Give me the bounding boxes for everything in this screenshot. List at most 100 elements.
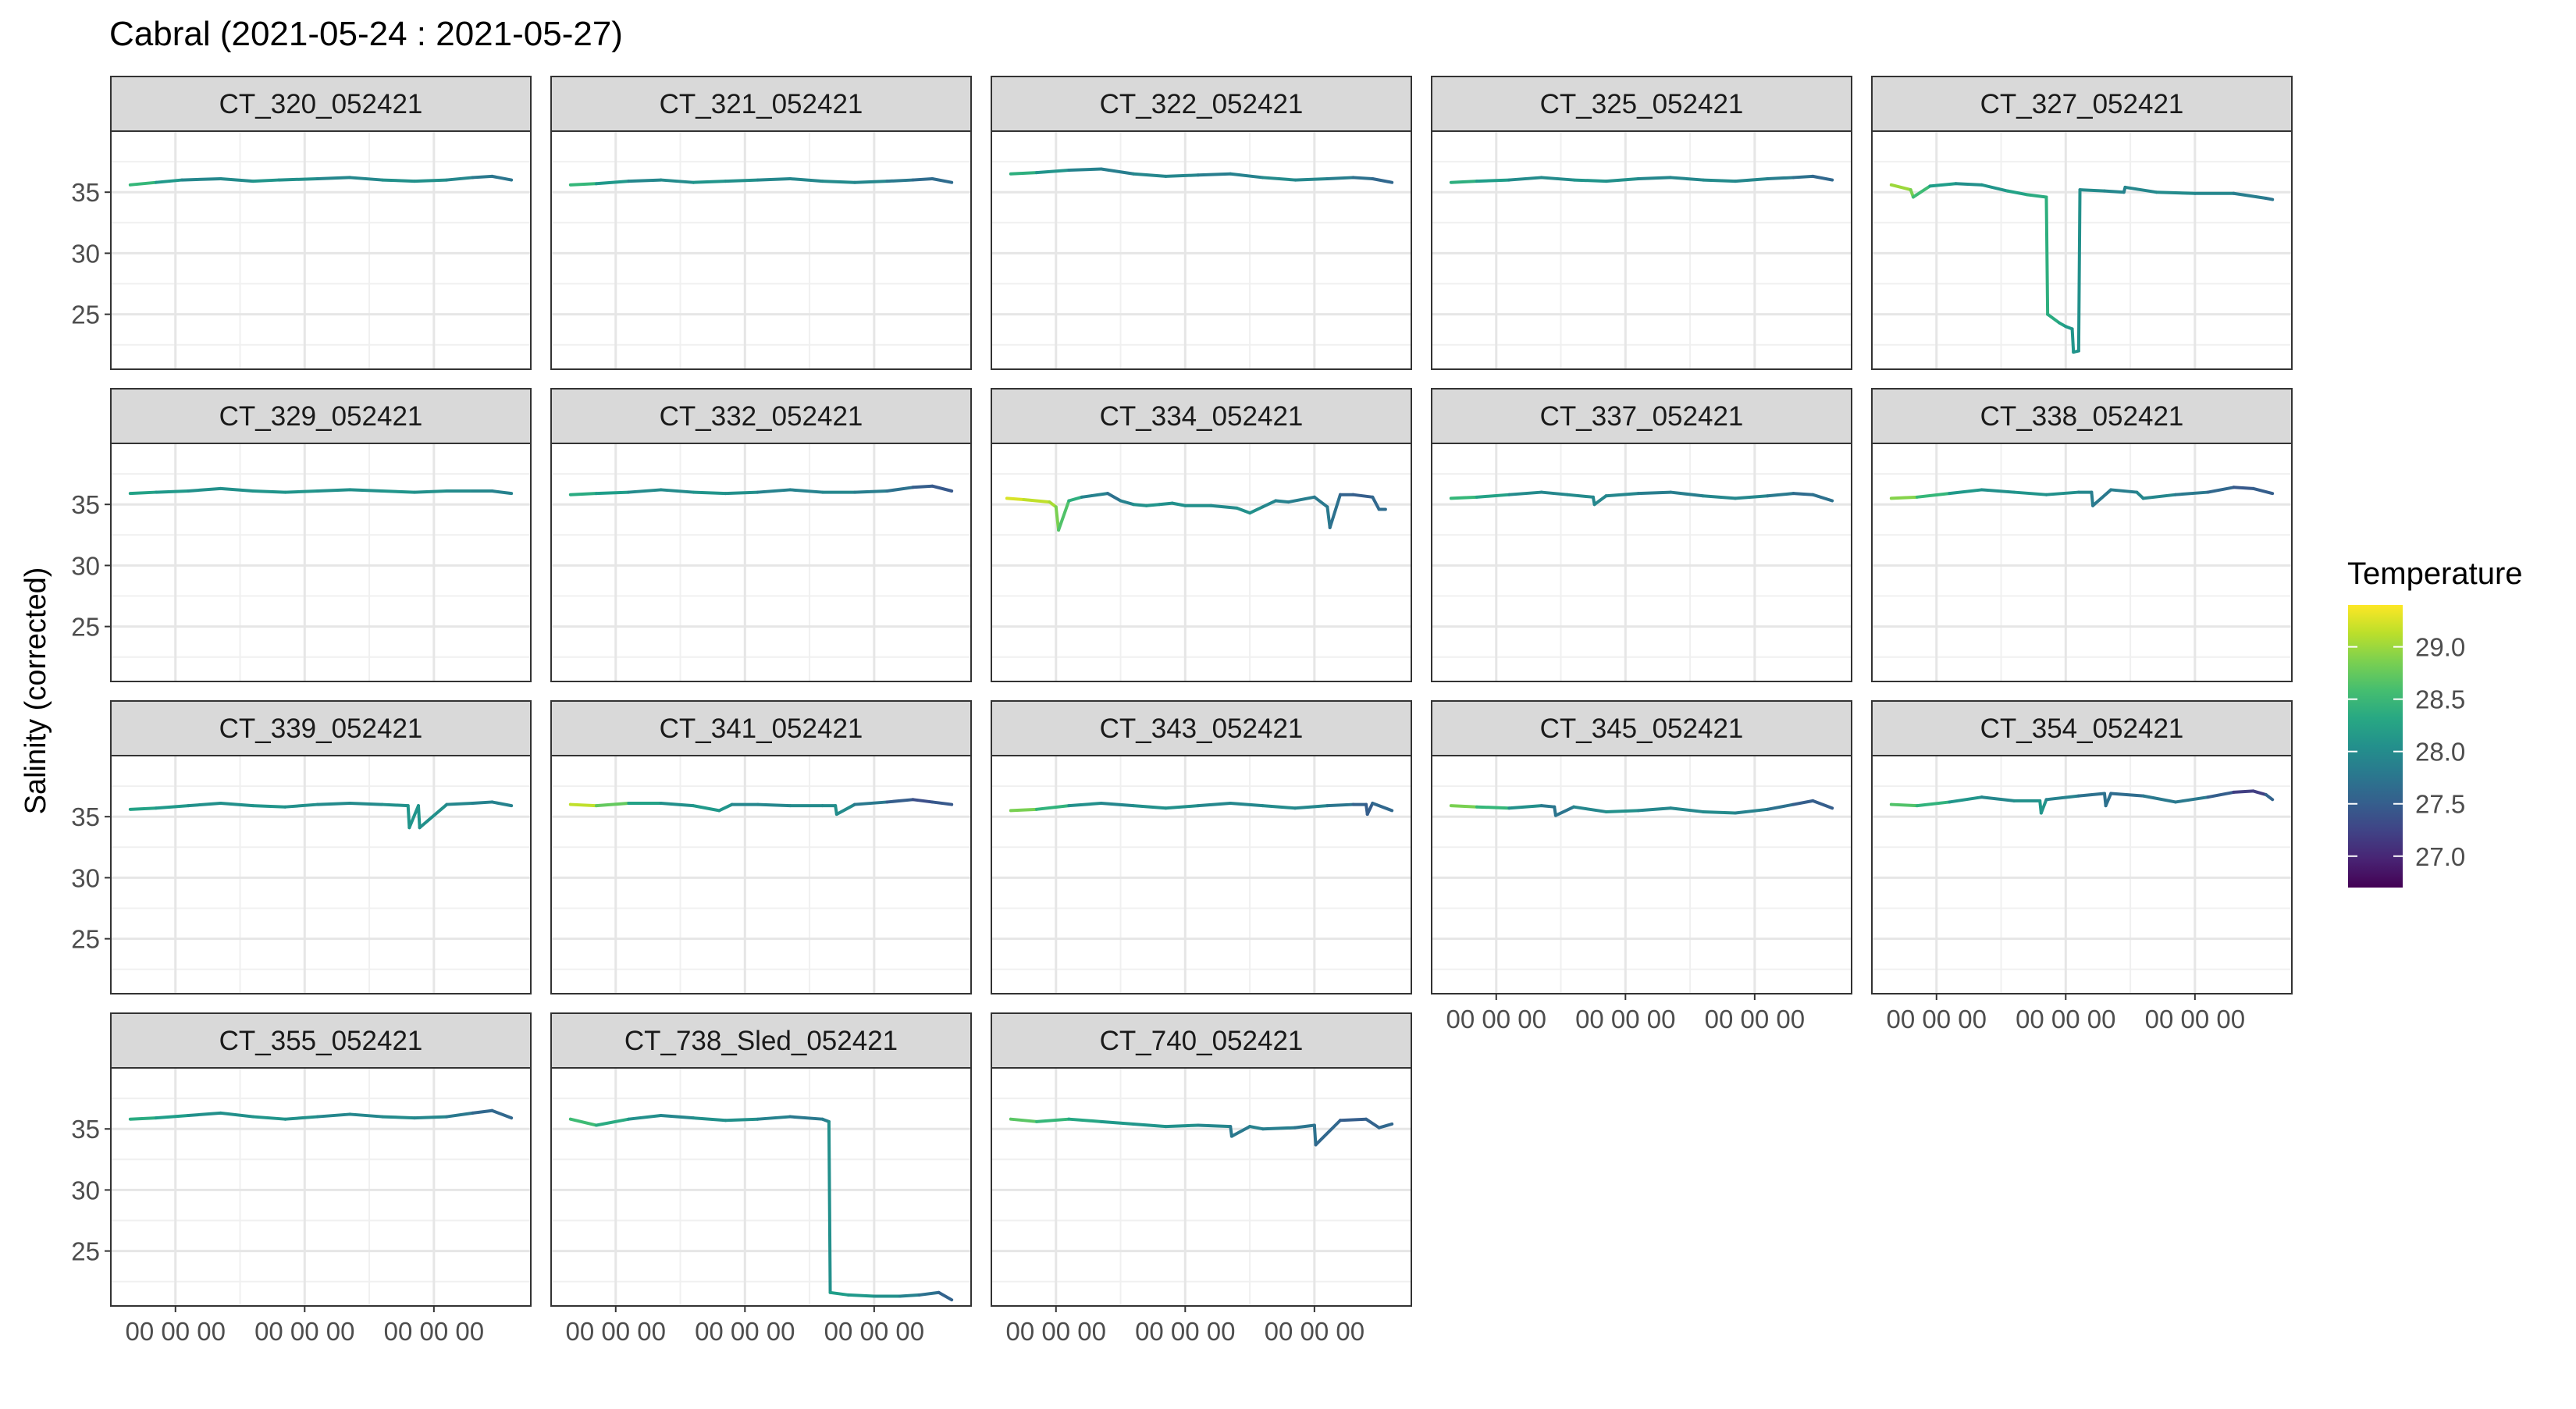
panel-border xyxy=(1431,130,1852,370)
series-line-segment xyxy=(756,488,792,494)
series-line-segment xyxy=(2076,792,2106,798)
series-line-segment xyxy=(1312,495,1329,509)
series-line-segment xyxy=(756,1115,792,1121)
series-line-segment xyxy=(219,486,255,493)
facet-strip xyxy=(991,76,1412,132)
series-line-segment xyxy=(1539,490,1569,496)
series-line-segment xyxy=(219,1111,255,1119)
series-line-segment xyxy=(219,802,255,808)
series-line-segment xyxy=(930,177,954,184)
x-tick-label: 00 00 00 xyxy=(1006,1317,1106,1346)
series-line-segment xyxy=(1449,495,1478,500)
series-line-segment xyxy=(594,802,631,808)
series-line-segment xyxy=(1132,172,1168,178)
chart-title: Cabral (2021-05-24 : 2021-05-27) xyxy=(109,15,623,53)
series-line-segment xyxy=(283,1115,319,1121)
facet-label: CT_327_052421 xyxy=(1980,89,2184,119)
series-line-segment xyxy=(1766,802,1795,811)
series-line-segment xyxy=(128,490,158,496)
series-line-segment xyxy=(251,804,287,809)
series-line-segment xyxy=(1572,805,1608,813)
series-line-segment xyxy=(1170,501,1187,507)
series-line-segment xyxy=(1164,173,1200,178)
y-tick-label: 30 xyxy=(71,239,100,268)
facet-strip xyxy=(991,388,1412,444)
series-line-segment xyxy=(828,1290,850,1297)
series-line-segment xyxy=(2091,488,2113,507)
series-line-segment xyxy=(2141,493,2178,500)
panel-background xyxy=(1432,443,1852,681)
series-line-segment xyxy=(1099,167,1136,176)
series-line-segment xyxy=(1449,804,1478,809)
x-tick-label: 00 00 00 xyxy=(1887,1005,1987,1034)
x-tick-label: 00 00 00 xyxy=(1135,1317,1235,1346)
facet-label: CT_343_052421 xyxy=(1100,713,1304,744)
panel-background xyxy=(111,756,531,994)
series-line-segment xyxy=(1132,804,1168,810)
series-line-segment xyxy=(1507,804,1543,810)
series-line-segment xyxy=(1449,180,1478,184)
series-line-segment xyxy=(1229,802,1265,808)
facet-label: CT_339_052421 xyxy=(219,713,423,744)
series-line-segment xyxy=(1364,1117,1381,1130)
panel-background xyxy=(111,1068,531,1306)
panel-background xyxy=(1872,443,2292,681)
series-line-segment xyxy=(1351,176,1375,180)
series-line-segment xyxy=(180,177,222,182)
panel-background xyxy=(551,1068,971,1306)
series-line-segment xyxy=(1928,182,1958,188)
series-line-segment xyxy=(1889,183,1912,192)
panel-border xyxy=(110,1067,532,1307)
series-line-segment xyxy=(2123,185,2158,194)
series-line-segment xyxy=(1022,497,1051,504)
series-line-segment xyxy=(1261,499,1278,509)
series-line-segment xyxy=(1475,493,1511,499)
series-line-segment xyxy=(1248,505,1265,515)
series-line-segment xyxy=(1005,496,1026,501)
series-line-segment xyxy=(1235,506,1252,515)
y-tick-label: 35 xyxy=(71,178,100,207)
series-line-segment xyxy=(2232,789,2255,794)
panel-background xyxy=(991,756,1411,994)
series-line-segment xyxy=(930,800,954,806)
series-line-segment xyxy=(594,1117,631,1127)
series-line-segment xyxy=(406,804,411,830)
series-line-segment xyxy=(2012,490,2048,496)
series-line-segment xyxy=(1274,499,1290,504)
series-line-segment xyxy=(1889,802,1919,808)
series-line-segment xyxy=(1099,1119,1136,1126)
x-tick-label: 00 00 00 xyxy=(2145,1005,2245,1034)
series-line-segment xyxy=(1669,806,1705,813)
panel-border xyxy=(1431,443,1852,682)
series-line-segment xyxy=(911,177,934,182)
series-line-segment xyxy=(1371,177,1394,184)
series-line-segment xyxy=(627,1114,663,1121)
series-line-segment xyxy=(128,1116,158,1121)
series-line-segment xyxy=(692,180,728,184)
series-line-segment xyxy=(1980,183,2009,193)
facet-strip xyxy=(550,1012,972,1069)
series-line-segment xyxy=(1636,490,1673,496)
panel-border xyxy=(1871,130,2293,370)
series-line-segment xyxy=(1915,800,1952,808)
x-tick-label: 00 00 00 xyxy=(254,1317,354,1346)
series-line-segment xyxy=(1604,177,1640,183)
series-line-segment xyxy=(1144,503,1162,507)
series-line-segment xyxy=(2206,486,2236,494)
panel-border xyxy=(110,755,532,994)
series-line-segment xyxy=(315,488,352,493)
series-line-segment xyxy=(788,1115,824,1121)
series-line-segment xyxy=(1067,1117,1103,1123)
x-tick-label: 00 00 00 xyxy=(2016,1005,2115,1034)
series-line-segment xyxy=(251,178,281,183)
series-line-segment xyxy=(853,800,889,806)
series-line-segment xyxy=(846,1293,876,1298)
panel-border xyxy=(1871,443,2293,682)
series-line-segment xyxy=(937,1290,954,1302)
series-line-segment xyxy=(853,180,889,184)
panel-border xyxy=(550,130,972,370)
panel-border xyxy=(991,443,1412,682)
series-line-segment xyxy=(659,1114,696,1120)
x-tick-label: 00 00 00 xyxy=(384,1317,484,1346)
series-line-segment xyxy=(2044,490,2080,496)
